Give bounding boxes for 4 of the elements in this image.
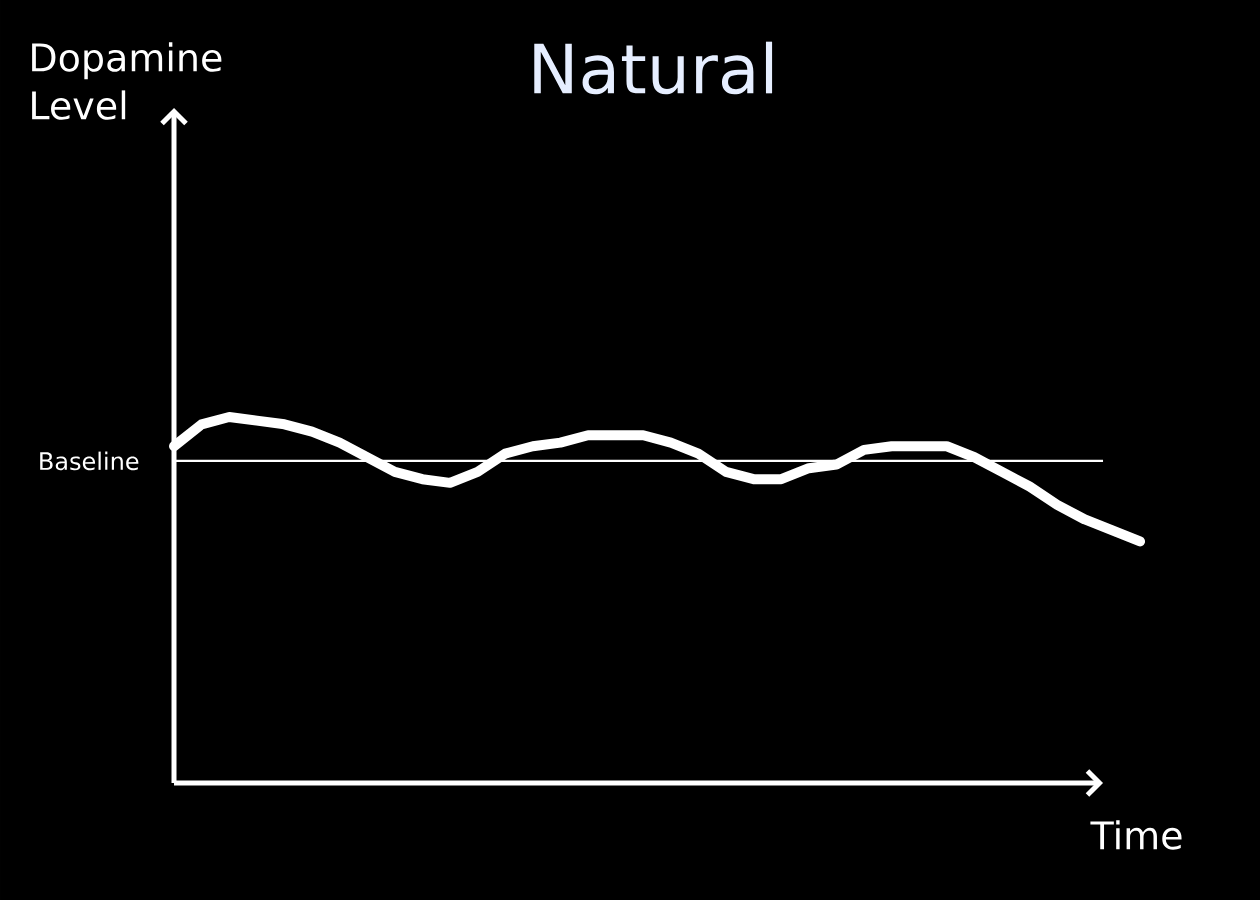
chart-title: Natural <box>534 41 773 95</box>
x-axis-title: Time <box>1090 820 1182 850</box>
ref-line-label: Baseline <box>40 451 139 471</box>
text: Dopamine Level <box>32 42 222 120</box>
